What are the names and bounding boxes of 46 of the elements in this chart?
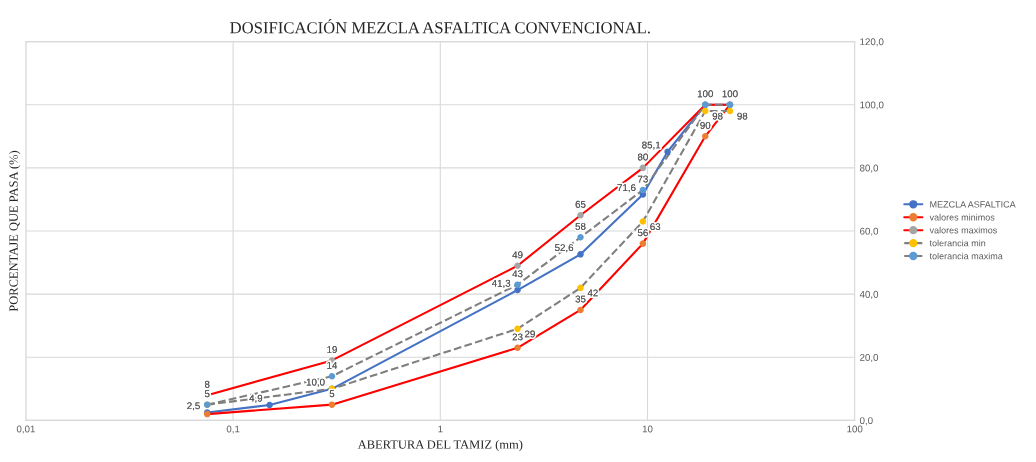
- data-label: 52,6: [555, 244, 574, 253]
- data-label: 90: [700, 121, 711, 129]
- data-label: 41,3: [491, 279, 511, 288]
- legend-label: valores minimos: [929, 213, 995, 221]
- data-label: 10,0: [306, 378, 325, 387]
- legend-label: tolerancia min: [929, 239, 986, 247]
- data-label: 100: [697, 90, 713, 98]
- y-axis-title: PORCENTAJE QUE PASA (%): [9, 150, 21, 312]
- data-label: 14: [327, 361, 338, 369]
- data-label: 19: [327, 346, 337, 353]
- data-label: 23: [512, 333, 523, 341]
- data-label: 4,9: [249, 394, 263, 403]
- data-label: 56: [637, 229, 648, 237]
- legend-label: tolerancia maxima: [929, 252, 1003, 260]
- data-label: 2,5: [187, 402, 200, 411]
- x-tick-label: 100: [847, 425, 863, 433]
- data-label: 58: [575, 222, 586, 230]
- data-label: 5: [204, 390, 210, 398]
- data-label: 8: [204, 380, 210, 388]
- data-label: 98: [737, 112, 748, 120]
- x-tick-label: 1: [438, 425, 443, 433]
- y-tick-label: 80,0: [859, 164, 879, 173]
- x-tick-label: 10: [642, 425, 653, 433]
- data-label: 71,6: [617, 184, 636, 193]
- data-label: 35: [575, 295, 586, 303]
- data-label: 80: [637, 153, 648, 161]
- x-axis-title: ABERTURA DEL TAMIZ (mm): [357, 439, 523, 452]
- data-label: 100: [722, 90, 738, 98]
- legend-label: MEZCLA ASFALTICA: [930, 201, 1016, 208]
- x-tick-label: 0,01: [16, 425, 35, 434]
- data-label: 49: [512, 251, 523, 259]
- data-label: 65: [575, 200, 586, 208]
- chart-title: DOSIFICACIÓN MEZCLA ASFALTICA CONVENCIONAL.: [230, 18, 650, 34]
- y-tick-label: 60,0: [860, 227, 879, 236]
- y-tick-label: 100,0: [860, 101, 884, 110]
- data-label: 85,1: [642, 141, 661, 150]
- data-label: 5: [329, 390, 335, 398]
- legend-label: valores maximos: [929, 226, 997, 234]
- y-tick-label: 20,0: [860, 354, 879, 363]
- y-tick-label: 40,0: [859, 290, 879, 299]
- y-tick-label: 120,0: [860, 38, 884, 47]
- data-label: 43: [512, 270, 523, 278]
- data-label: 73: [637, 175, 648, 183]
- y-tick-label: 0,0: [859, 417, 873, 426]
- x-tick-label: 0,1: [226, 425, 240, 434]
- data-label: 29: [525, 330, 535, 338]
